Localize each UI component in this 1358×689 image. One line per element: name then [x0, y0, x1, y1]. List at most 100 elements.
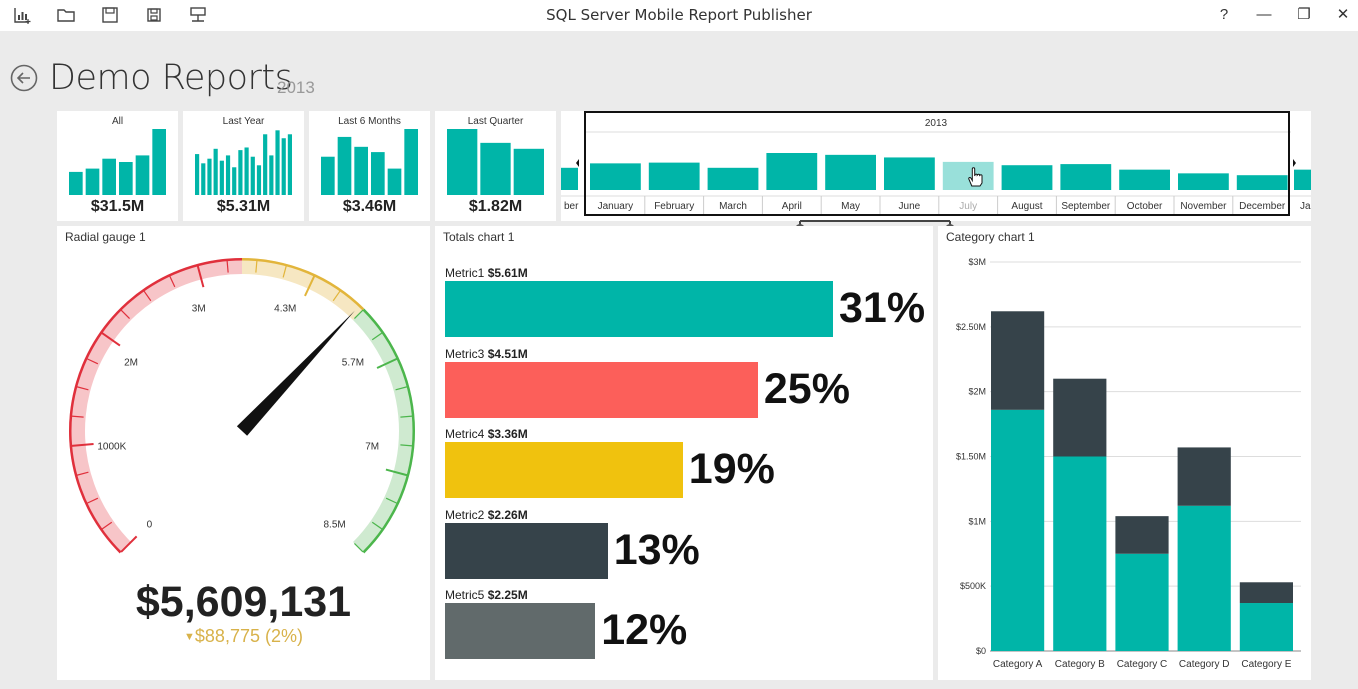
- restore-button[interactable]: ❐: [1297, 6, 1311, 23]
- timeline-bar[interactable]: [766, 153, 818, 190]
- metric-amount: $3.36M: [487, 427, 528, 441]
- filter-label: Last Year: [222, 116, 265, 127]
- gauge-tick-label: 3M: [192, 303, 206, 314]
- totals-bar-label: Metric1 $5.61M: [445, 266, 528, 280]
- filter-bar: [337, 136, 352, 195]
- filter-bar: [201, 163, 206, 195]
- back-arrow-icon[interactable]: [10, 64, 38, 92]
- metric-name: Metric2: [445, 507, 488, 522]
- totals-bar-label: Metric3 $4.51M: [445, 347, 528, 361]
- timeline-panel: 2013 ber Ja January February March April May Jun…: [561, 111, 1311, 221]
- filter-bar: [207, 158, 212, 195]
- gauge-tick: [76, 386, 89, 391]
- timeline-bar[interactable]: [707, 167, 759, 190]
- gauge-tick: [354, 309, 364, 319]
- timeline-bar[interactable]: [1236, 175, 1288, 190]
- timeline-month-label: May: [841, 201, 860, 212]
- panel-title: Totals chart 1: [443, 230, 515, 244]
- y-tick-label: $500K: [960, 581, 986, 591]
- filter-bar: [447, 129, 478, 195]
- category-bar-segment[interactable]: [991, 311, 1045, 410]
- filter-bar: [69, 171, 83, 195]
- totals-bar[interactable]: [445, 442, 683, 498]
- timeline-month-label: November: [1180, 201, 1227, 212]
- gauge-tick-label: 5.7M: [342, 357, 364, 368]
- filter-bar: [354, 146, 368, 195]
- filter-tile-last-year[interactable]: Last Year $5.31M: [183, 111, 304, 221]
- gauge-tick: [71, 442, 94, 447]
- totals-bar-label: Metric4 $3.36M: [445, 427, 528, 441]
- save-as-icon[interactable]: [144, 5, 164, 25]
- gauge-tick: [385, 468, 408, 477]
- gauge-tick: [332, 290, 341, 302]
- scroll-left-icon: [576, 159, 579, 167]
- title-bar: SQL Server Mobile Report Publisher ? — ❐…: [0, 0, 1358, 31]
- gauge-tick: [86, 358, 99, 365]
- gauge-tick-label: 4.3M: [274, 303, 296, 314]
- category-bar-segment[interactable]: [1115, 553, 1169, 651]
- filter-tile-last-quarter[interactable]: Last Quarter $1.82M: [435, 111, 556, 221]
- category-bar-segment[interactable]: [991, 409, 1045, 651]
- timeline-prev-label: ber: [564, 201, 579, 212]
- timeline-chart[interactable]: 2013 ber Ja January February March April May Jun…: [561, 111, 1311, 221]
- timeline-month-label: August: [1011, 201, 1042, 212]
- metric-name: Metric5: [445, 588, 488, 602]
- gauge-tick: [71, 415, 84, 418]
- close-button[interactable]: ✕: [1336, 6, 1350, 23]
- publish-server-icon[interactable]: [188, 5, 208, 25]
- panel-title: Category chart 1: [946, 230, 1035, 244]
- timeline-month-label: July: [959, 201, 977, 212]
- gauge-tick: [101, 521, 113, 530]
- page-title: Demo Reports: [49, 58, 293, 98]
- timeline-month-label: January: [598, 201, 634, 212]
- save-icon[interactable]: [100, 5, 120, 25]
- timeline-bar[interactable]: [1060, 164, 1112, 190]
- gauge-tick-label: 0: [147, 520, 153, 531]
- filter-bar: [135, 155, 150, 195]
- category-bar-segment[interactable]: [1115, 516, 1169, 554]
- totals-bar[interactable]: [445, 603, 596, 659]
- filter-bar: [480, 142, 511, 195]
- gauge-tick: [255, 260, 258, 273]
- filter-bar: [513, 148, 544, 195]
- totals-bar[interactable]: [445, 361, 758, 418]
- category-bar-segment[interactable]: [1053, 456, 1107, 652]
- filter-tile-last-6-months[interactable]: Last 6 Months $3.46M: [309, 111, 430, 221]
- timeline-bar[interactable]: [825, 154, 876, 190]
- totals-bar[interactable]: [445, 522, 608, 579]
- new-report-icon[interactable]: [12, 5, 32, 25]
- filter-bar: [387, 168, 402, 195]
- category-bar-segment[interactable]: [1053, 378, 1107, 457]
- y-tick-label: $1M: [968, 516, 986, 526]
- metric-name: Metric3: [445, 346, 488, 361]
- open-folder-icon[interactable]: [56, 5, 76, 25]
- category-bar-segment[interactable]: [1177, 505, 1231, 651]
- gauge-rim: [362, 308, 415, 554]
- timeline-bar[interactable]: [1119, 169, 1170, 190]
- filter-bar: [256, 165, 262, 195]
- delta-down-arrow-icon: ▼: [184, 631, 195, 643]
- timeline-bar[interactable]: [942, 161, 994, 190]
- category-bar-segment[interactable]: [1177, 447, 1231, 506]
- timeline-next-label: Ja: [1300, 201, 1311, 212]
- gauge-delta-text: $88,775 (2%): [194, 626, 303, 646]
- metric-name: Metric1: [445, 266, 488, 280]
- gauge-tick: [371, 521, 383, 530]
- category-bar-segment[interactable]: [1239, 603, 1293, 651]
- timeline-bar[interactable]: [884, 157, 935, 190]
- timeline-bar[interactable]: [1001, 165, 1053, 190]
- minimize-button[interactable]: —: [1256, 6, 1272, 23]
- gauge-tick: [101, 332, 121, 347]
- timeline-bar[interactable]: [590, 163, 641, 190]
- timeline-bar[interactable]: [1178, 173, 1229, 190]
- help-button[interactable]: ?: [1219, 6, 1229, 23]
- gauge-tick: [120, 535, 138, 553]
- filter-sparkline: [321, 129, 418, 195]
- gauge-tick: [196, 265, 205, 288]
- totals-bar[interactable]: [445, 281, 833, 337]
- timeline-month-label: September: [1061, 201, 1111, 212]
- filter-tile-all[interactable]: All $31.5M: [57, 111, 178, 221]
- metric-amount: $2.25M: [487, 588, 528, 602]
- timeline-bar[interactable]: [648, 162, 700, 190]
- category-bar-segment[interactable]: [1239, 582, 1293, 604]
